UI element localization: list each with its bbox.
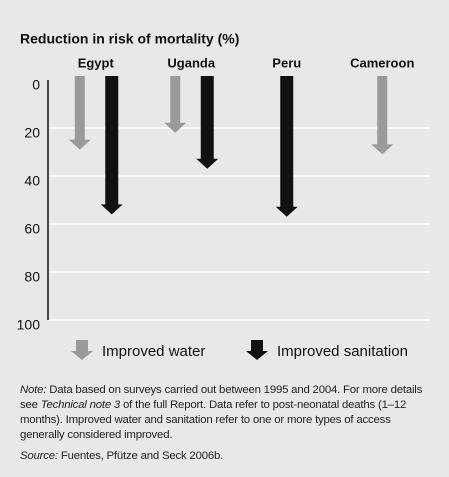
y-tick-label: 0 [32, 77, 40, 93]
notes: Note: Data based on surveys carried out … [20, 383, 435, 470]
category-label: Peru [272, 55, 301, 70]
note-text: of the full Report. Data refer to post-n… [20, 399, 407, 441]
chart: Reduction in risk of mortality (%) 0 20 40… [17, 31, 430, 360]
y-tick-label: 60 [24, 221, 40, 237]
arrow [275, 76, 298, 217]
note-text: Data based on surveys carried out betwee… [20, 384, 423, 411]
arrow [164, 76, 187, 133]
note-label: Note: [20, 384, 47, 396]
arrow [68, 76, 91, 150]
category-label: Cameroon [350, 55, 414, 70]
note: Note: Data based on surveys carried out … [20, 383, 435, 443]
y-tick-label: 20 [24, 125, 40, 141]
source: Source: Fuentes, Pfütze and Seck 2006b. [20, 449, 435, 464]
legend-label: Improved water [102, 343, 205, 360]
source-text: Fuentes, Pfütze and Seck 2006b. [60, 450, 224, 462]
note-ref: Technical note 3 [40, 399, 121, 411]
y-tick-label: 40 [24, 173, 40, 189]
category-label: Uganda [167, 55, 215, 70]
legend-swatch [246, 340, 268, 360]
source-label: Source: [20, 450, 58, 462]
y-tick-label: 80 [24, 269, 40, 285]
legend-label: Improved sanitation [277, 343, 408, 360]
legend-swatch [71, 340, 93, 360]
arrow [371, 76, 394, 155]
arrow [196, 76, 219, 169]
category-label: Egypt [78, 55, 115, 70]
chart-title: Reduction in risk of mortality (%) [20, 31, 239, 47]
arrow [100, 76, 123, 215]
y-tick-label: 100 [17, 317, 41, 333]
